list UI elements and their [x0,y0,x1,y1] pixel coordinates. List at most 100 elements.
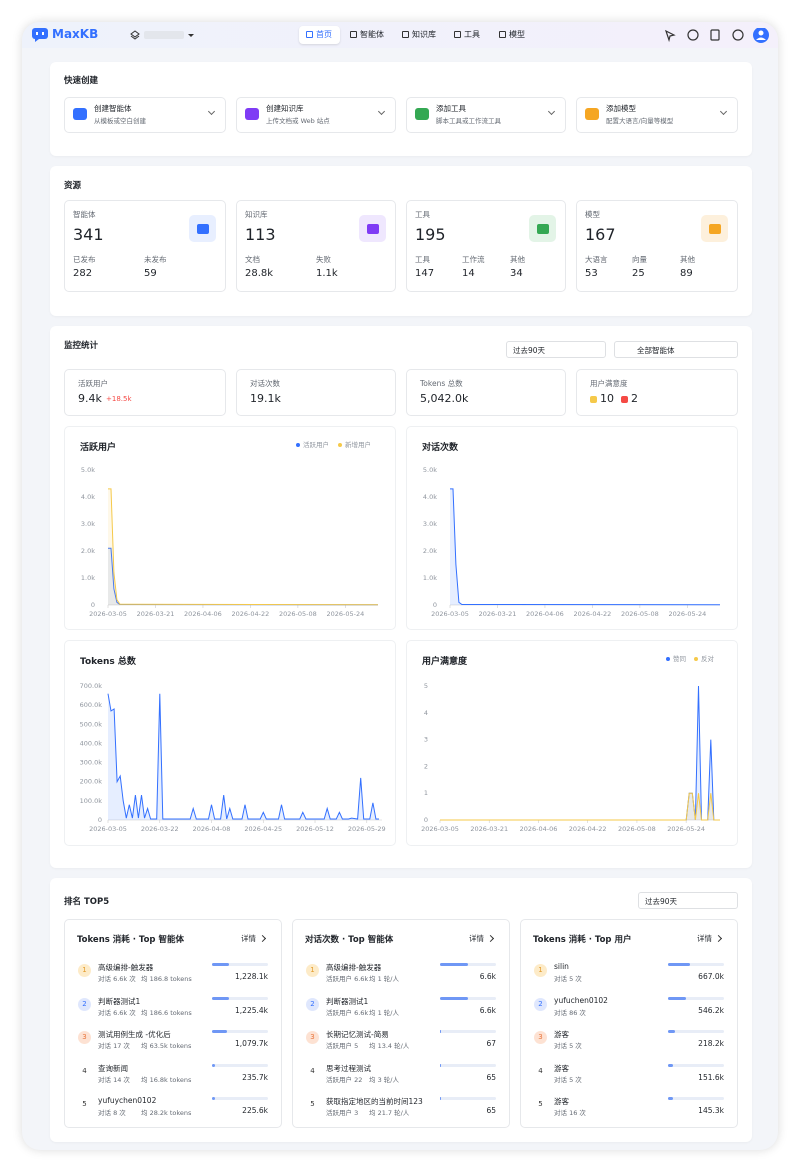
panel-title: Tokens 消耗 · Top 智能体 [77,935,184,945]
quick-create-item[interactable] [64,97,226,133]
rank-badge: 2 [534,997,547,1011]
row-name: 长期记忆测试-简易 [326,1030,389,1039]
row-name: silin [554,962,569,971]
resource-icon-glyph [196,223,209,234]
bar-fill [212,1063,216,1067]
dislike-icon [621,396,628,403]
stat-label: 用户满意度 [590,379,628,388]
item-icon [585,108,599,120]
resource-icon [359,215,386,242]
chart-title: 活跃用户 [80,443,117,453]
bar-track [212,1063,268,1067]
nav-item[interactable]: 智能体 [360,30,384,39]
item-desc: 从模板或空白创建 [94,117,146,125]
quick-create-item[interactable] [576,97,738,133]
bar-track [668,963,724,966]
quick-create-item[interactable] [406,97,566,133]
sub-value: 89 [680,268,693,279]
item-desc: 脚本工具或工作流工具 [436,117,501,125]
sub-label: 失败 [316,255,331,264]
scope-select[interactable]: 全部智能体 [614,341,738,358]
nav-item[interactable]: 首页 [316,30,332,39]
sub-value: 1.1k [316,268,338,279]
row-name: 高级编排-触发器 [98,963,154,972]
row-meta: 均 186.8 tokens [141,975,192,983]
nav-icon [350,31,357,38]
detail-link[interactable]: 详情 [241,934,256,943]
item-label: 创建智能体 [94,104,132,113]
resource-value: 113 [245,225,276,244]
nav-item[interactable]: 工具 [464,30,480,39]
logo [32,28,48,42]
period-select[interactable]: 过去90天 [506,341,606,358]
stat-label: 活跃用户 [78,379,108,388]
row-meta: 均 3 轮/人 [369,1075,399,1084]
resource-value: 341 [73,225,104,244]
section-title: 监控统计 [64,341,99,351]
nav-item[interactable]: 模型 [509,30,525,39]
quick-create-item[interactable] [236,97,396,133]
detail-link[interactable]: 详情 [697,934,712,943]
resource-card [576,200,738,292]
sub-value: 34 [510,268,523,279]
card [50,878,752,1142]
bar-fill [212,996,230,1000]
bar-track [440,1097,496,1100]
row-meta: 对话 5 次 [554,1042,582,1050]
resource-value: 167 [585,225,616,244]
row-name: 判断器测试1 [98,996,141,1006]
resource-label: 知识库 [245,210,268,219]
bar-track [212,996,268,1000]
row-meta: 对话 17 次 [98,1042,130,1050]
detail-link[interactable]: 详情 [469,934,484,943]
row-value: 218.2k [698,1039,724,1048]
resource-icon [701,215,728,242]
sub-value: 282 [73,268,93,279]
row-meta: 对话 6.6k 次 [98,975,136,983]
row-value: 145.3k [698,1106,724,1115]
chart-panel [406,640,738,846]
bar-fill [668,1030,676,1033]
like-icon [590,396,597,403]
resource-icon-glyph [536,223,549,234]
bar-fill [440,963,468,966]
period-select[interactable]: 过去90天 [638,892,738,909]
rank-badge: 2 [306,997,319,1011]
stat-label: Tokens 总数 [420,379,463,388]
bar-track [668,996,724,1000]
card [50,62,752,156]
stat-value: 9.4k [78,392,102,405]
rank-badge: 4 [538,1066,543,1075]
toolbar-icons[interactable] [664,28,774,44]
row-meta: 活跃用户 22 [326,1075,363,1084]
nav-active-bg [299,26,340,44]
bar-fill [668,963,690,966]
panel-title: Tokens 消耗 · Top 用户 [533,935,632,945]
rank-badge: 4 [310,1066,315,1075]
stat-value: 5,042.0k [420,392,469,405]
bar-track [668,1097,724,1100]
resource-icon-glyph [366,223,379,234]
row-value: 1,225.4k [235,1005,268,1015]
resource-card [236,200,396,292]
resource-icon [529,215,556,242]
rank-badge: 3 [78,1031,91,1044]
nav-item[interactable]: 知识库 [412,30,436,39]
stat-value: 19.1k [250,392,281,405]
sub-label: 向量 [632,255,647,264]
row-meta: 对话 8 次 [98,1109,126,1117]
workspace-select[interactable] [130,30,200,40]
chart-panel [64,426,396,630]
rank-badge: 1 [78,964,91,977]
item-icon [73,108,87,120]
resource-card [406,200,566,292]
sub-label: 工具 [415,255,430,264]
row-value: 151.6k [698,1072,724,1082]
row-meta: 均 63.5k tokens [141,1042,192,1050]
row-value: 667.0k [698,972,724,981]
bar-fill [212,1097,216,1100]
stat-card [236,369,396,416]
bar-fill [668,996,686,1000]
stat-card [64,369,226,416]
row-name: yufuychen0102 [98,1096,157,1105]
